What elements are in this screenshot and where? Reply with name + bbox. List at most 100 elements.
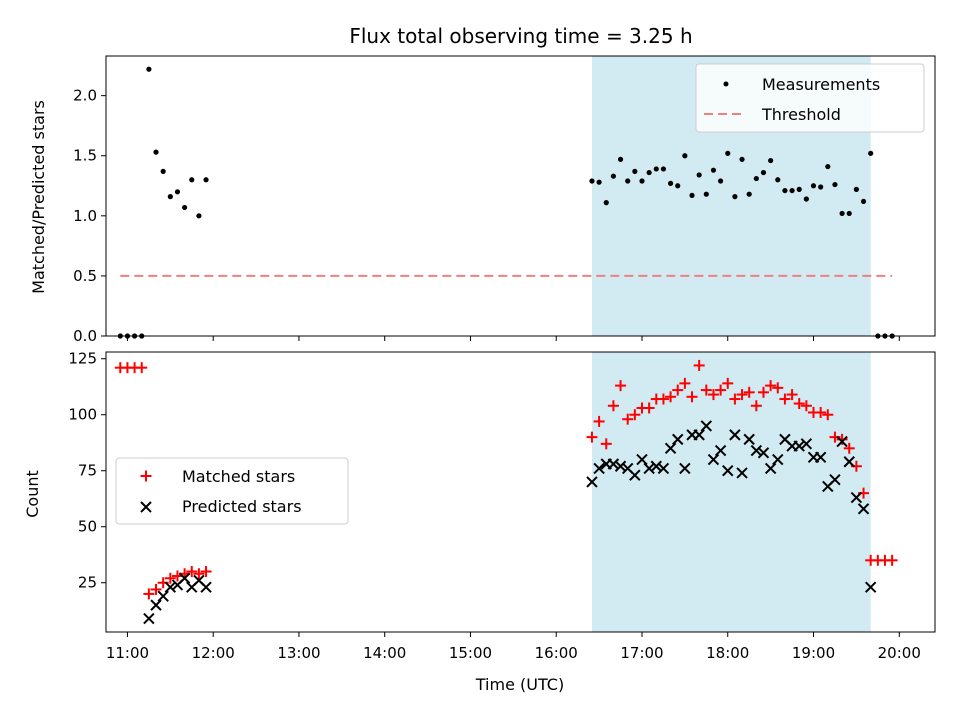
matched-star-point (186, 566, 198, 578)
x-tick-label: 17:00 (620, 644, 663, 662)
measurement-point (789, 187, 795, 194)
matched-star-point (164, 572, 176, 584)
top-x-ticks (126, 336, 900, 341)
predicted-star-point (857, 503, 870, 515)
matched-star-point (657, 393, 669, 405)
predicted-star-point (864, 581, 877, 593)
measurement-point (153, 149, 159, 155)
predicted-star-point (150, 599, 162, 611)
measurement-point (667, 180, 674, 186)
legend-predicted-label: Predicted stars (182, 497, 302, 516)
measurement-point (146, 66, 152, 72)
matched-star-point (672, 384, 684, 396)
bottom-y-axis-label: Count (23, 470, 42, 518)
bottom-panel: 25 50 75 100 125 11:00 12:00 13:00 14:00 15:00 16… (23, 350, 936, 694)
measurement-point (160, 168, 166, 174)
measurement-point (768, 157, 774, 164)
measurement-point (853, 186, 859, 192)
predicted-star-point (657, 462, 670, 475)
measurement-point (682, 153, 688, 159)
measurement-point (639, 178, 645, 184)
measurement-point (596, 179, 602, 185)
x-tick-label: 16:00 (535, 644, 578, 662)
measurement-point (832, 181, 838, 188)
predicted-star-point (636, 453, 648, 466)
measurement-point (617, 156, 624, 162)
matched-star-point (622, 413, 634, 425)
y-tick-label: 1.0 (73, 207, 97, 225)
predicted-star-point (707, 453, 720, 466)
matched-star-point (886, 554, 898, 566)
predicted-star-point (736, 467, 748, 479)
measurement-point (710, 167, 717, 173)
y-tick-label: 0.5 (73, 267, 97, 285)
predicted-star-point (650, 460, 662, 472)
matched-star-point (643, 402, 655, 414)
y-tick-label: 100 (68, 406, 97, 424)
top-points (117, 66, 895, 339)
chart-title: Flux total observing time = 3.25 h (349, 24, 692, 48)
measurement-point (782, 187, 788, 194)
matched-star-point (757, 386, 769, 398)
measurement-point (746, 191, 752, 197)
predicted-star-point (722, 465, 734, 477)
y-tick-label: 1.5 (73, 147, 97, 165)
matched-star-point (136, 362, 148, 374)
matched-star-point (200, 566, 212, 578)
predicted-star-point (772, 453, 784, 466)
matched-star-point (736, 389, 748, 401)
legend-threshold-label: Threshold (761, 105, 841, 124)
x-tick-label: 20:00 (878, 644, 921, 662)
legend-x-glyph (140, 501, 152, 513)
predicted-star-point (714, 444, 727, 457)
measurement-point (189, 177, 195, 183)
measurement-point (725, 150, 731, 156)
matched-star-point (593, 415, 605, 427)
predicted-star-point (743, 433, 755, 446)
predicted-star-point (750, 444, 763, 457)
predicted-star-point (157, 590, 169, 602)
predicted-star-point (614, 460, 627, 472)
measurement-point (182, 204, 188, 211)
measurement-point (860, 198, 867, 205)
x-tick-label: 15:00 (449, 644, 492, 662)
y-tick-label: 125 (68, 350, 97, 368)
measurement-point (653, 166, 659, 172)
predicted-star-point (629, 469, 641, 481)
matched-star-point (765, 380, 777, 392)
predicted-star-point (729, 429, 741, 441)
measurement-point (803, 196, 809, 202)
x-axis-label: Time (UTC) (475, 675, 564, 694)
matched-star-point (800, 400, 812, 412)
top-axes-frame (105, 55, 936, 337)
y-tick-label: 25 (78, 574, 97, 592)
measurement-point (603, 200, 609, 206)
matched-star-point (700, 384, 712, 396)
predicted-star-point (679, 462, 691, 475)
y-tick-label: 50 (78, 518, 97, 536)
predicted-star-point (664, 442, 677, 455)
measurement-point (868, 150, 874, 156)
x-tick-label: 18:00 (706, 644, 749, 662)
measurement-point (689, 192, 695, 198)
measurement-point (589, 178, 595, 184)
bottom-x-ticks: 11:00 12:00 13:00 14:00 15:00 16:00 17:00 18:00… (106, 632, 921, 662)
predicted-star-point (843, 456, 855, 468)
measurement-point (174, 189, 181, 195)
legend-plus-glyph (140, 470, 152, 482)
matched-star-point (607, 400, 619, 412)
measurement-point (825, 163, 831, 170)
measurement-point (818, 184, 824, 190)
predicted-star-point (164, 581, 177, 593)
predicted-star-point (586, 476, 598, 488)
y-tick-label: 0.0 (73, 327, 97, 345)
bottom-legend-box (115, 457, 349, 525)
matched-star-point (772, 382, 784, 394)
matched-star-point (750, 400, 762, 412)
predicted-star-point (643, 462, 655, 475)
legend-matched-marker (140, 470, 152, 482)
x-tick-label: 14:00 (363, 644, 406, 662)
predicted-star-point (700, 420, 713, 432)
predicted-star-point (850, 491, 863, 504)
predicted-star-point (693, 429, 705, 441)
